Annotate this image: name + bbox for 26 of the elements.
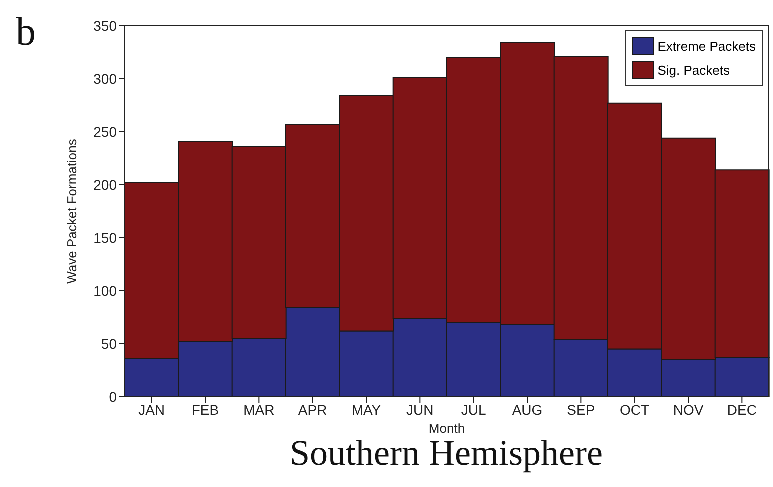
y-tick-label: 50 bbox=[101, 336, 118, 352]
y-tick-label: 250 bbox=[94, 124, 118, 140]
y-tick-label: 0 bbox=[109, 388, 118, 405]
x-tick-label: AUG bbox=[512, 402, 543, 418]
x-tick-label: MAR bbox=[244, 402, 275, 418]
y-axis-title: Wave Packet Formations bbox=[64, 138, 80, 284]
x-tick-label: SEP bbox=[567, 402, 596, 418]
x-tick-label: DEC bbox=[727, 402, 757, 418]
y-tick-label: 100 bbox=[94, 282, 118, 299]
text: Southern Hemisphere bbox=[289, 433, 604, 474]
y-tick-label: 350 bbox=[94, 18, 118, 34]
text: b bbox=[16, 8, 36, 55]
x-tick-label: JUL bbox=[461, 402, 486, 418]
legend-label: Sig. Packets bbox=[658, 62, 730, 78]
y-tick-label: 200 bbox=[94, 176, 118, 193]
y-tick-label: 150 bbox=[94, 230, 118, 246]
y-tick-label: 300 bbox=[94, 70, 118, 87]
x-tick-label: OCT bbox=[620, 402, 650, 418]
x-tick-label: JAN bbox=[138, 402, 166, 418]
x-tick-label: JUN bbox=[406, 402, 434, 418]
x-tick-label: NOV bbox=[673, 402, 704, 418]
x-tick-label: MAY bbox=[352, 402, 382, 418]
x-axis-title: Month bbox=[428, 421, 466, 436]
x-tick-label: FEB bbox=[192, 402, 220, 418]
x-tick-label: APR bbox=[298, 402, 328, 418]
legend-label: Extreme Packets bbox=[658, 38, 756, 54]
